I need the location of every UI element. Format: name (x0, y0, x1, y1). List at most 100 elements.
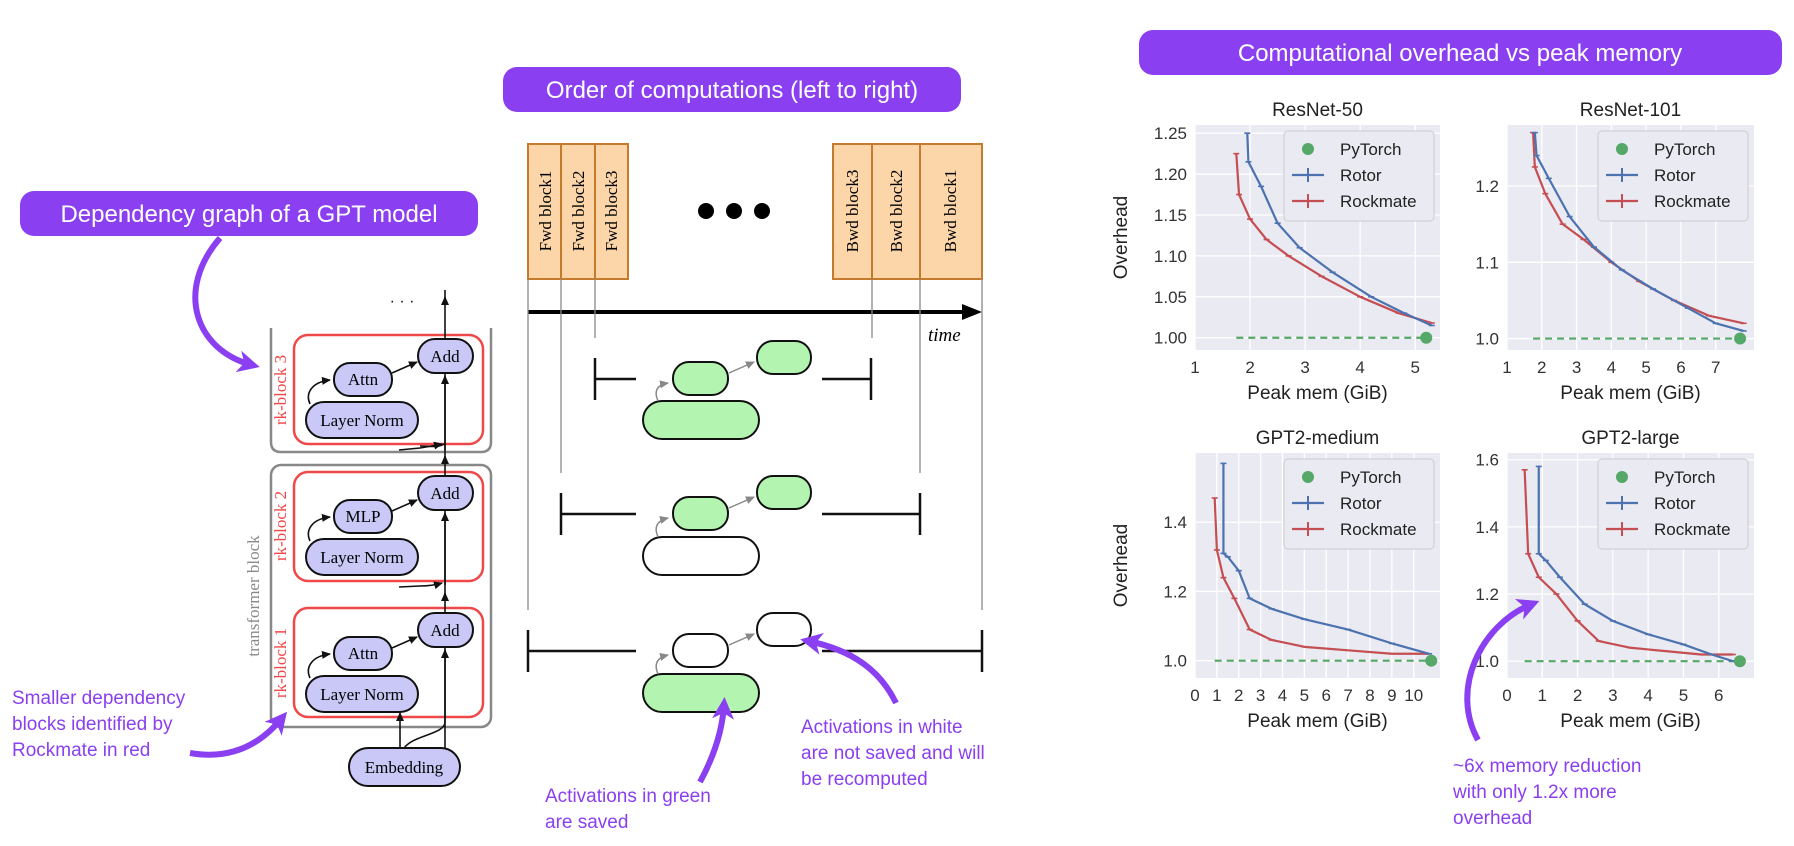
transformer-block-outline (269, 463, 493, 729)
bwd-block-1: Bwd block1 (919, 143, 983, 280)
white-recomputed-arrow (800, 633, 899, 705)
legend-box (1597, 130, 1749, 222)
activation-small (672, 496, 729, 531)
memory-reduction-line-3: overhead (1453, 808, 1532, 829)
x-axis-label: Peak mem (GiB) (1560, 383, 1700, 404)
y-axis-label: Overhead (1111, 196, 1132, 279)
overhead-header: Computational overhead vs peak memory (1139, 30, 1782, 75)
green-saved-line-2: are saved (545, 812, 628, 833)
series-line-rotor (1222, 463, 1430, 655)
chart-2: 1 2 3 4 5 6 7 1.0 1.1 1.2 ResNet-101 Peak mem (GiB)… (1475, 100, 1754, 404)
recompute-row-3 (526, 612, 984, 713)
edge-mlp2-add2 (391, 499, 418, 512)
order-header: Order of computations (left to right) (503, 67, 961, 112)
y-tick-label: 1.15 (1154, 206, 1187, 225)
chart-title: ResNet-101 (1580, 100, 1681, 121)
legend-label: Rotor (1654, 166, 1696, 185)
recompute-row-2 (559, 475, 922, 576)
activation-top (756, 340, 812, 375)
x-axis-label: Peak mem (GiB) (1247, 383, 1387, 404)
attn-node-1-label: Attn (348, 644, 379, 663)
x-tick-label: 4 (1355, 358, 1364, 377)
y-tick-label: 1.00 (1154, 329, 1187, 348)
order-ellipsis-dot (698, 203, 714, 219)
x-axis-label: Peak mem (GiB) (1247, 711, 1387, 732)
green-saved-annotation: Activations in green are saved (545, 697, 735, 833)
x-tick-label: 4 (1278, 686, 1287, 705)
recompute-row-1 (593, 340, 873, 440)
smaller-blocks-line-2: blocks identified by (12, 714, 173, 735)
rk-block-1-outline (292, 606, 485, 719)
y-tick-label: 1.2 (1163, 582, 1187, 601)
legend-box (1283, 458, 1435, 550)
time-axis-arrowhead (962, 304, 982, 320)
legend-label: PyTorch (1654, 140, 1715, 159)
mlp-node-2-label: MLP (346, 507, 381, 526)
rk-block-3-label: rk-block 3 (271, 355, 290, 425)
memory-reduction-annotation: ~6x memory reduction with only 1.2x more… (1452, 599, 1642, 829)
dependency-header: Dependency graph of a GPT model (20, 191, 478, 236)
x-tick-label: 3 (1300, 358, 1309, 377)
pytorch-point (1733, 655, 1746, 668)
y-tick-label: 1.4 (1475, 518, 1499, 537)
mlp-node-2 (333, 499, 393, 534)
edge-into-block2 (398, 581, 443, 590)
x-tick-label: 7 (1343, 686, 1352, 705)
chart-1: 1 2 3 4 5 1.00 1.05 1.10 1.15 1.20 1.25 ResNet-50 Pe… (1111, 100, 1440, 404)
legend-label: Rockmate (1340, 520, 1417, 539)
edge-attn3-add3 (391, 361, 418, 374)
x-tick-label: 0 (1502, 686, 1511, 705)
memory-reduction-arrow (1464, 599, 1540, 742)
bwd-block-2: Bwd block2 (871, 143, 921, 280)
x-tick-label: 5 (1410, 358, 1419, 377)
y-tick-label: 1.20 (1154, 165, 1187, 184)
order-ellipsis-dot (726, 203, 742, 219)
pytorch-point (1734, 332, 1747, 345)
x-tick-label: 1 (1538, 686, 1547, 705)
legend-label: PyTorch (1340, 468, 1401, 487)
order-panel: Fwd block1 Fwd block2 Fwd block3 Bwd blo… (526, 143, 984, 713)
embedding-node (348, 747, 461, 787)
y-tick-label: 1.0 (1475, 330, 1499, 349)
activation-top (756, 612, 812, 647)
edge-ln3-attn3 (307, 376, 331, 405)
fwd-block-1: Fwd block1 (527, 143, 562, 280)
order-header-text: Order of computations (left to right) (546, 77, 918, 104)
order-ellipsis-dot (754, 203, 770, 219)
x-tick-label: 6 (1714, 686, 1723, 705)
x-tick-label: 1 (1190, 358, 1199, 377)
dependency-header-text: Dependency graph of a GPT model (60, 201, 437, 228)
fwd-block-3-label: Fwd block3 (602, 171, 621, 252)
green-saved-arrow (697, 697, 735, 784)
y-tick-label: 1.10 (1154, 247, 1187, 266)
rk-block-2-label: rk-block 2 (271, 491, 290, 561)
legend-label: Rockmate (1340, 192, 1417, 211)
legend-label: Rotor (1654, 494, 1696, 513)
legend-label: Rockmate (1654, 520, 1731, 539)
add-node-2 (417, 475, 474, 511)
y-tick-label: 1.05 (1154, 288, 1187, 307)
layer-norm-node-1 (305, 675, 419, 713)
rk-block-3-outline (292, 333, 485, 446)
x-tick-label: 0 (1190, 686, 1199, 705)
layer-norm-node-2 (305, 538, 419, 576)
series-line-rockmate (1523, 469, 1733, 656)
add-node-2-label: Add (430, 484, 460, 503)
x-tick-label: 3 (1608, 686, 1617, 705)
green-saved-line-1: Activations in green (545, 786, 711, 807)
legend-marker (1302, 143, 1314, 155)
x-axis-label: Peak mem (GiB) (1560, 711, 1700, 732)
white-recomputed-line-1: Activations in white (801, 717, 963, 738)
edge-ln2-mlp2 (307, 513, 331, 542)
chart-3: 0 1 2 3 4 5 6 7 8 9 10 1.0 1.2 1.4 GPT2-medium Peak mem… (1111, 428, 1440, 732)
overhead-charts: 1 2 3 4 51.001.051.101.151.201.25ResNet-50Pe… (1111, 100, 1754, 732)
x-tick-label: 2 (1245, 358, 1254, 377)
x-tick-label: 5 (1300, 686, 1309, 705)
activation-top (756, 475, 812, 510)
smaller-blocks-line-1: Smaller dependency (12, 688, 186, 709)
x-tick-label: 6 (1322, 686, 1331, 705)
fwd-block-2-label: Fwd block2 (569, 171, 588, 252)
edge-attn1-add1 (391, 636, 418, 649)
x-tick-label: 5 (1641, 358, 1650, 377)
